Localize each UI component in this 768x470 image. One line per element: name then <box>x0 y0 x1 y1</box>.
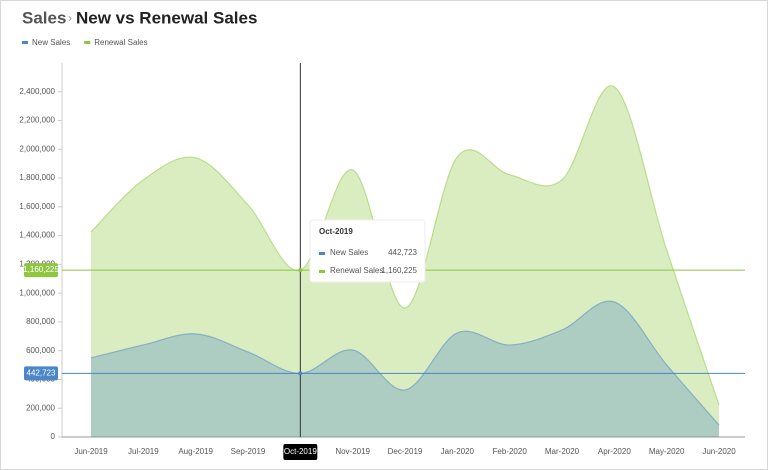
tooltip-box <box>309 219 426 283</box>
tooltip-series-name: New Sales <box>330 248 368 257</box>
x-tick-label: Dec-2019 <box>388 447 423 456</box>
legend-swatch <box>22 41 28 44</box>
x-label-highlight <box>283 444 318 460</box>
y-tick-label: 2,400,000 <box>19 87 55 96</box>
y-tick-label: 2,000,000 <box>19 144 55 153</box>
chart-title: Sales <box>22 8 66 27</box>
y-tick-label: 0 <box>51 432 56 441</box>
x-tick-label: Feb-2020 <box>493 447 528 456</box>
x-tick-label: Nov-2019 <box>335 447 370 456</box>
axis-value-label: 1,160,225 <box>23 265 59 274</box>
active-point <box>298 268 303 273</box>
x-tick-label: Oct-2019 <box>284 447 317 456</box>
tooltip-value: 1,160,225 <box>381 266 417 275</box>
x-tick-label: Mar-2020 <box>545 447 580 456</box>
axis-value-label: 442,723 <box>27 368 56 377</box>
y-tick-label: 1,000,000 <box>19 288 55 297</box>
x-tick-label: Jul-2019 <box>128 447 159 456</box>
x-tick-label: Jan-2020 <box>441 447 475 456</box>
tooltip-value: 442,723 <box>388 248 417 257</box>
area-line <box>90 300 720 426</box>
tooltip-series-name: Renewal Sales <box>330 266 383 275</box>
y-tick-label: 800,000 <box>26 317 55 326</box>
legend-label: Renewal Sales <box>94 38 147 47</box>
x-tick-label: Aug-2019 <box>178 447 213 456</box>
area-fill <box>91 301 719 437</box>
x-tick-label: Apr-2020 <box>598 447 631 456</box>
legend-swatch <box>84 41 91 44</box>
y-tick-label: 2,200,000 <box>19 116 55 125</box>
x-tick-label: Jun-2020 <box>702 447 736 456</box>
area-fill <box>91 85 719 437</box>
x-tick-label: May-2020 <box>649 447 685 456</box>
x-tick-label: Sep-2019 <box>231 447 266 456</box>
y-tick-label: 1,600,000 <box>19 202 55 211</box>
active-point <box>298 371 303 376</box>
legend-label: New Sales <box>32 38 70 47</box>
tooltip-swatch <box>319 252 325 255</box>
axis-value-badge <box>24 366 58 381</box>
breadcrumb-separator: › <box>68 11 72 25</box>
axis-value-badge <box>24 263 58 278</box>
chart-subtitle: New vs Renewal Sales <box>76 8 257 27</box>
tooltip-swatch <box>319 270 325 273</box>
y-tick-label: 1,400,000 <box>19 231 55 240</box>
x-tick-label: Jun-2019 <box>74 447 108 456</box>
y-tick-label: 600,000 <box>26 346 55 355</box>
y-tick-label: 200,000 <box>26 403 55 412</box>
y-tick-label: 1,800,000 <box>19 173 55 182</box>
tooltip-title: Oct-2019 <box>319 227 353 236</box>
